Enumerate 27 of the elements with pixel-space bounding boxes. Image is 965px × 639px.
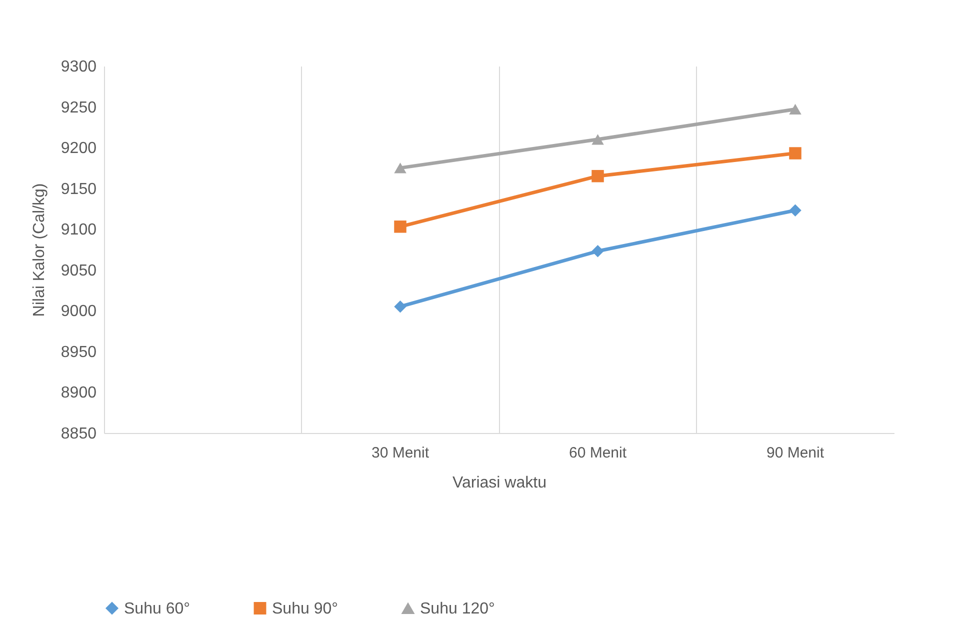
y-tick-label: 9300 bbox=[60, 58, 97, 76]
x-tick-label: 30 Menit bbox=[371, 444, 430, 462]
point bbox=[394, 162, 406, 174]
legend-label: Suhu 90° bbox=[272, 600, 338, 618]
x-tick-label: 90 Menit bbox=[766, 444, 825, 462]
x-axis-title: Variasi waktu bbox=[452, 474, 546, 492]
y-tick-label: 8850 bbox=[60, 426, 97, 442]
point bbox=[592, 134, 604, 145]
point bbox=[789, 104, 802, 115]
point bbox=[592, 245, 604, 258]
legend-label: Suhu 120° bbox=[420, 600, 495, 618]
y-tick-label: 8900 bbox=[60, 384, 97, 402]
y-tick-label: 9200 bbox=[60, 140, 97, 158]
y-tick-label: 9000 bbox=[60, 303, 97, 320]
legend-label: Suhu 60° bbox=[124, 600, 190, 618]
y-tick-label: 9100 bbox=[60, 222, 97, 239]
point bbox=[789, 204, 802, 216]
y-tick-label: 9250 bbox=[60, 99, 97, 116]
x-tick-label: 60 Menit bbox=[568, 444, 628, 462]
point bbox=[789, 147, 802, 160]
point bbox=[394, 300, 406, 313]
point bbox=[592, 170, 604, 182]
y-tick-label: 9050 bbox=[60, 262, 97, 280]
y-axis-title: Nilai Kalor (Cal/kg) bbox=[30, 183, 48, 317]
y-tick-label: 8950 bbox=[60, 344, 97, 361]
point bbox=[394, 220, 406, 233]
y-tick-label: 9150 bbox=[60, 180, 97, 198]
